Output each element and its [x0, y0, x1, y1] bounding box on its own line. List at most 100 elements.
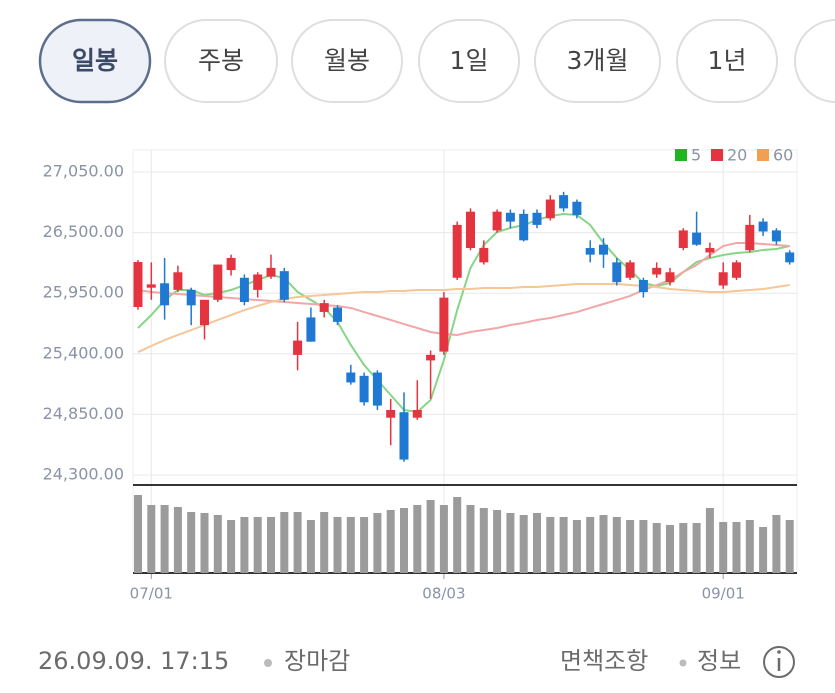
candle-body	[133, 262, 143, 307]
candle-body	[386, 409, 396, 418]
candle-body	[732, 262, 741, 278]
x-tick-label: 09/01	[702, 585, 745, 603]
candle-body	[758, 221, 768, 232]
tab-pill[interactable]	[794, 19, 835, 103]
volume-bar	[705, 508, 714, 573]
volume-bar	[134, 495, 142, 573]
tab-label[interactable]: 월봉	[324, 46, 370, 75]
tab-label[interactable]: 1년	[708, 46, 747, 75]
tab-pill[interactable]	[291, 19, 403, 103]
tab-label[interactable]: 일봉	[72, 46, 118, 75]
volume-bar	[652, 523, 661, 573]
disclaimer-link[interactable]: 면책조항	[560, 647, 648, 675]
tab[interactable]: 3	[794, 19, 835, 103]
volume-bar	[227, 520, 236, 573]
volume-bar	[213, 515, 222, 573]
y-tick-label: 24,850.00	[43, 404, 124, 423]
volume-bar	[400, 508, 408, 573]
volume-bar	[386, 510, 395, 573]
candle-body	[200, 299, 209, 326]
tab-label[interactable]: 1일	[450, 46, 489, 75]
candle-body	[372, 372, 382, 406]
volume-bar	[506, 513, 515, 573]
tab[interactable]: 3개월	[534, 19, 661, 103]
volume-bar	[572, 520, 581, 573]
y-tick-label: 25,950.00	[43, 283, 124, 302]
candle-body	[559, 195, 569, 209]
ma-line	[137, 283, 790, 353]
candle-body	[745, 224, 755, 251]
candle-body	[226, 257, 236, 271]
candle-body	[186, 289, 196, 306]
volume-bar	[306, 520, 315, 573]
candle-body	[612, 262, 622, 283]
tab-pill[interactable]	[676, 19, 778, 103]
volume-bar	[240, 517, 249, 573]
tab-bar: 일봉 주봉 월봉 1일 3개월 1년 3	[38, 18, 835, 104]
candle-body	[319, 303, 329, 312]
tab-pill[interactable]	[164, 19, 278, 103]
tab-label[interactable]: 주봉	[198, 46, 244, 75]
candle-body	[519, 213, 529, 241]
info-link[interactable]: 정보	[697, 647, 741, 675]
volume-bar	[666, 525, 674, 573]
volume-bar	[293, 512, 302, 573]
volume-bar	[280, 512, 289, 573]
tab[interactable]: 월봉	[291, 19, 403, 103]
candle-body	[239, 277, 249, 303]
tab[interactable]: 1일	[418, 19, 520, 103]
market-status: 장마감	[284, 647, 350, 675]
candle-body	[213, 264, 223, 300]
legend-label: 5	[691, 146, 701, 165]
volume-bar	[599, 515, 608, 573]
candle-body	[705, 248, 715, 253]
volume-bar	[586, 517, 595, 573]
volume-bar	[200, 513, 209, 573]
candle-body	[532, 212, 542, 225]
tab-label[interactable]: 3개월	[567, 46, 629, 75]
candle-body	[585, 248, 595, 255]
x-tick-label: 08/03	[422, 585, 465, 603]
volume-bar	[333, 517, 342, 573]
volume-bar	[346, 517, 355, 573]
tab-pill[interactable]	[534, 19, 661, 103]
volume-bar	[626, 520, 635, 573]
volume-bar	[187, 512, 196, 573]
candle-body	[505, 212, 515, 222]
candle-body	[625, 262, 635, 278]
legend-swatch	[675, 149, 687, 161]
volume-bar	[426, 500, 435, 573]
volume-bar	[267, 517, 275, 573]
tab[interactable]: 주봉	[164, 19, 278, 103]
tab-pill[interactable]	[418, 19, 520, 103]
volume-bar	[160, 505, 169, 573]
chart: 27,050.00 26,500.00 25,950.00 25,400.00 24,8…	[43, 146, 798, 603]
volume-bar	[453, 497, 462, 573]
tab[interactable]: 일봉	[38, 18, 152, 104]
info-icon[interactable]	[763, 646, 795, 678]
volume-bar	[639, 520, 648, 573]
volume-bar	[732, 522, 741, 573]
volume-bar	[533, 513, 541, 573]
legend-label: 60	[773, 146, 793, 165]
volume-bar	[612, 517, 621, 573]
candle-body	[599, 244, 608, 255]
candle-body	[638, 279, 648, 293]
volume-bar	[320, 512, 329, 573]
volume-bar	[785, 520, 794, 573]
y-tick-label: 24,300.00	[43, 465, 124, 484]
legend-swatch	[757, 149, 769, 161]
candle-body	[678, 230, 688, 249]
volume-bar	[360, 517, 369, 573]
candle-body	[426, 354, 436, 361]
tab-pill[interactable]	[38, 18, 152, 104]
candle-body	[293, 340, 303, 355]
plot-frame	[132, 149, 798, 574]
candle-body	[333, 307, 342, 322]
candle-body	[359, 375, 369, 403]
candle-body	[572, 201, 582, 215]
tab[interactable]: 1년	[676, 19, 778, 103]
candle-body	[665, 272, 675, 283]
